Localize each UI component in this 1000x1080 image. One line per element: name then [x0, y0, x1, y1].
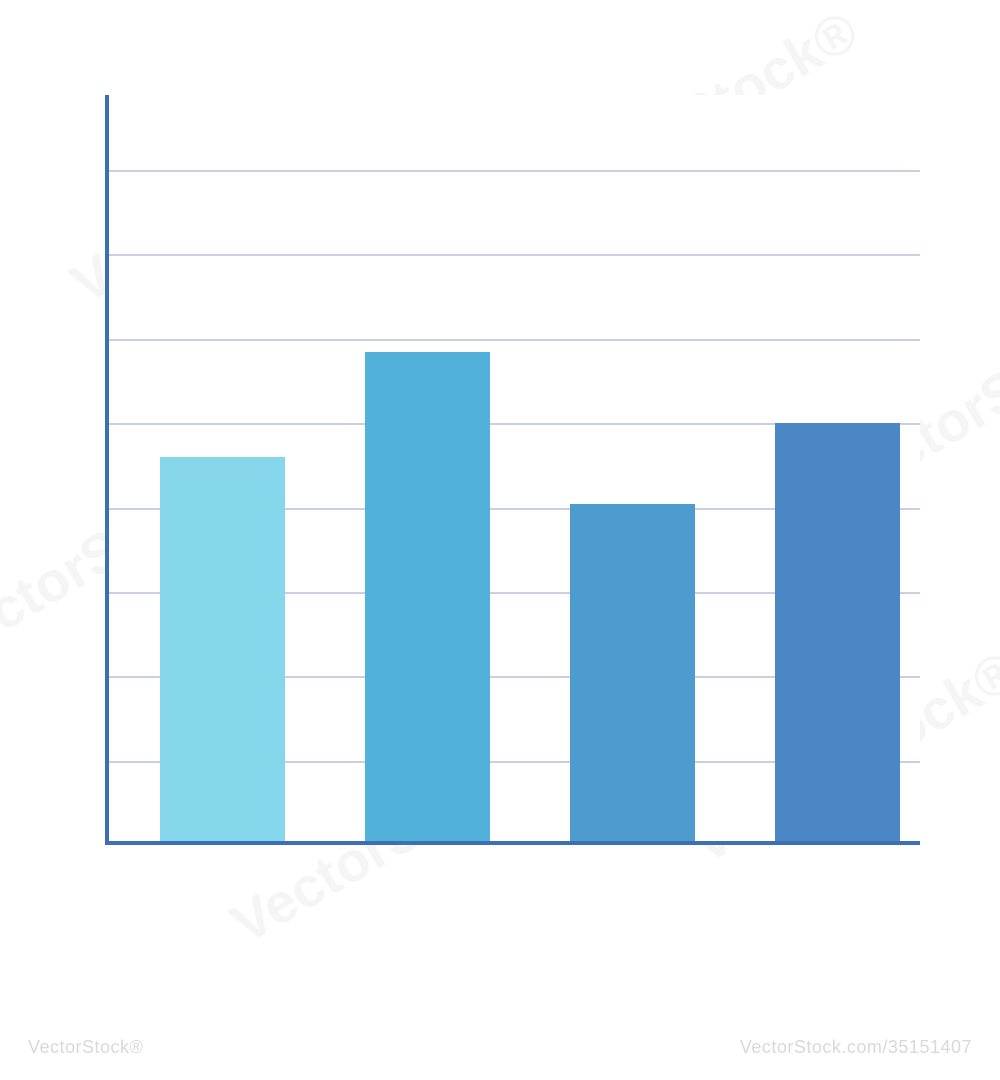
bar — [160, 457, 285, 841]
bar — [570, 504, 695, 842]
watermark-brand: VectorStock® — [28, 1037, 143, 1058]
plot-area — [105, 95, 920, 845]
watermark-id: VectorStock.com/35151407 — [740, 1037, 972, 1058]
bar-chart — [105, 95, 920, 845]
bar — [775, 423, 900, 841]
gridline — [105, 339, 920, 341]
y-axis — [105, 95, 109, 845]
gridline — [105, 254, 920, 256]
bar — [365, 352, 490, 841]
x-axis — [105, 841, 920, 845]
gridline — [105, 170, 920, 172]
